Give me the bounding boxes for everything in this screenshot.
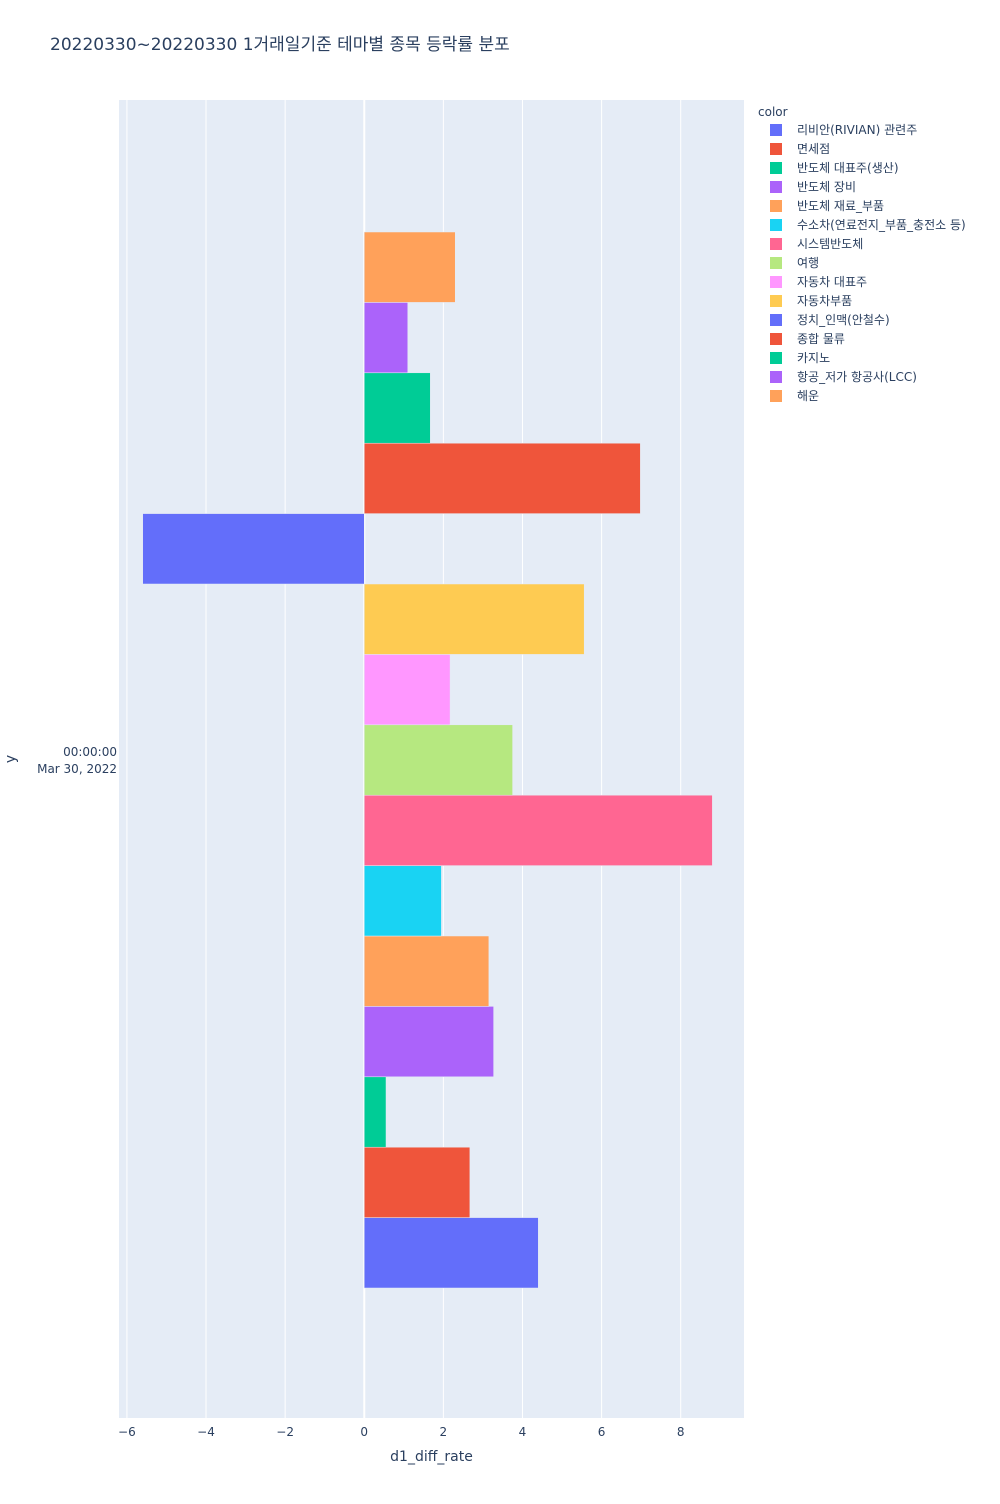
bar[interactable] [364,231,456,303]
bar[interactable] [364,442,641,514]
legend-swatch[interactable] [770,219,782,231]
legend-swatch[interactable] [770,352,782,364]
legend-item-label[interactable]: 항공_저가 항공사(LCC) [797,370,917,384]
bar[interactable] [364,302,409,374]
legend-title: color [758,105,788,119]
chart-title: 20220330~20220330 1거래일기준 테마별 종목 등락률 분포 [50,35,510,55]
x-tick-label: 6 [598,1425,606,1439]
legend-item-label[interactable]: 반도체 대표주(생산) [797,161,899,175]
x-tick-label: 2 [440,1425,448,1439]
bar[interactable] [364,372,431,444]
legend-swatch[interactable] [770,162,782,174]
legend-item-label[interactable]: 반도체 재료_부품 [797,199,884,213]
bar[interactable] [364,654,451,726]
bar[interactable] [364,1217,539,1289]
y-axis-title: y [3,755,19,763]
legend-swatch[interactable] [770,314,782,326]
x-tick-label: −4 [197,1425,215,1439]
legend-swatch[interactable] [770,295,782,307]
bar[interactable] [142,513,365,585]
bar[interactable] [364,1006,494,1078]
legend-item-label[interactable]: 여행 [797,255,819,270]
bar[interactable] [364,1076,387,1148]
legend-item-label[interactable]: 리비안(RIVIAN) 관련주 [797,123,917,137]
bar[interactable] [364,794,713,866]
bar[interactable] [364,1146,471,1218]
legend-swatch[interactable] [770,390,782,402]
legend-item-label[interactable]: 카지노 [797,351,830,365]
x-tick-label: 4 [519,1425,527,1439]
bar[interactable] [364,724,513,796]
x-tick-label: −6 [118,1425,136,1439]
legend-swatch[interactable] [770,124,782,136]
x-tick-label: 0 [360,1425,368,1439]
x-tick-label: 8 [677,1425,685,1439]
legend-item-label[interactable]: 종합 물류 [797,332,845,346]
legend-item-label[interactable]: 정치_인맥(안철수) [797,313,890,327]
legend-item-label[interactable]: 해운 [797,389,819,403]
legend-item-label[interactable]: 자동차부품 [797,294,852,308]
legend-swatch[interactable] [770,276,782,288]
bar[interactable] [364,935,490,1007]
legend-item-label[interactable]: 반도체 장비 [797,180,856,194]
legend-swatch[interactable] [770,333,782,345]
legend-item-label[interactable]: 자동차 대표주 [797,275,867,289]
legend-swatch[interactable] [770,200,782,212]
y-tick-label-time: 00:00:00 [63,745,117,759]
legend-item-label[interactable]: 시스템반도체 [797,237,863,251]
y-tick-label-date: Mar 30, 2022 [37,762,117,776]
bar[interactable] [364,865,442,937]
legend-swatch[interactable] [770,257,782,269]
legend-item-label[interactable]: 수소차(연료전지_부품_충전소 등) [797,218,966,232]
legend-swatch[interactable] [770,238,782,250]
bar[interactable] [364,583,585,655]
x-axis-title: d1_diff_rate [390,1449,473,1465]
legend-swatch[interactable] [770,143,782,155]
legend-swatch[interactable] [770,371,782,383]
x-tick-label: −2 [276,1425,294,1439]
legend-swatch[interactable] [770,181,782,193]
legend-item-label[interactable]: 면세점 [797,142,830,156]
